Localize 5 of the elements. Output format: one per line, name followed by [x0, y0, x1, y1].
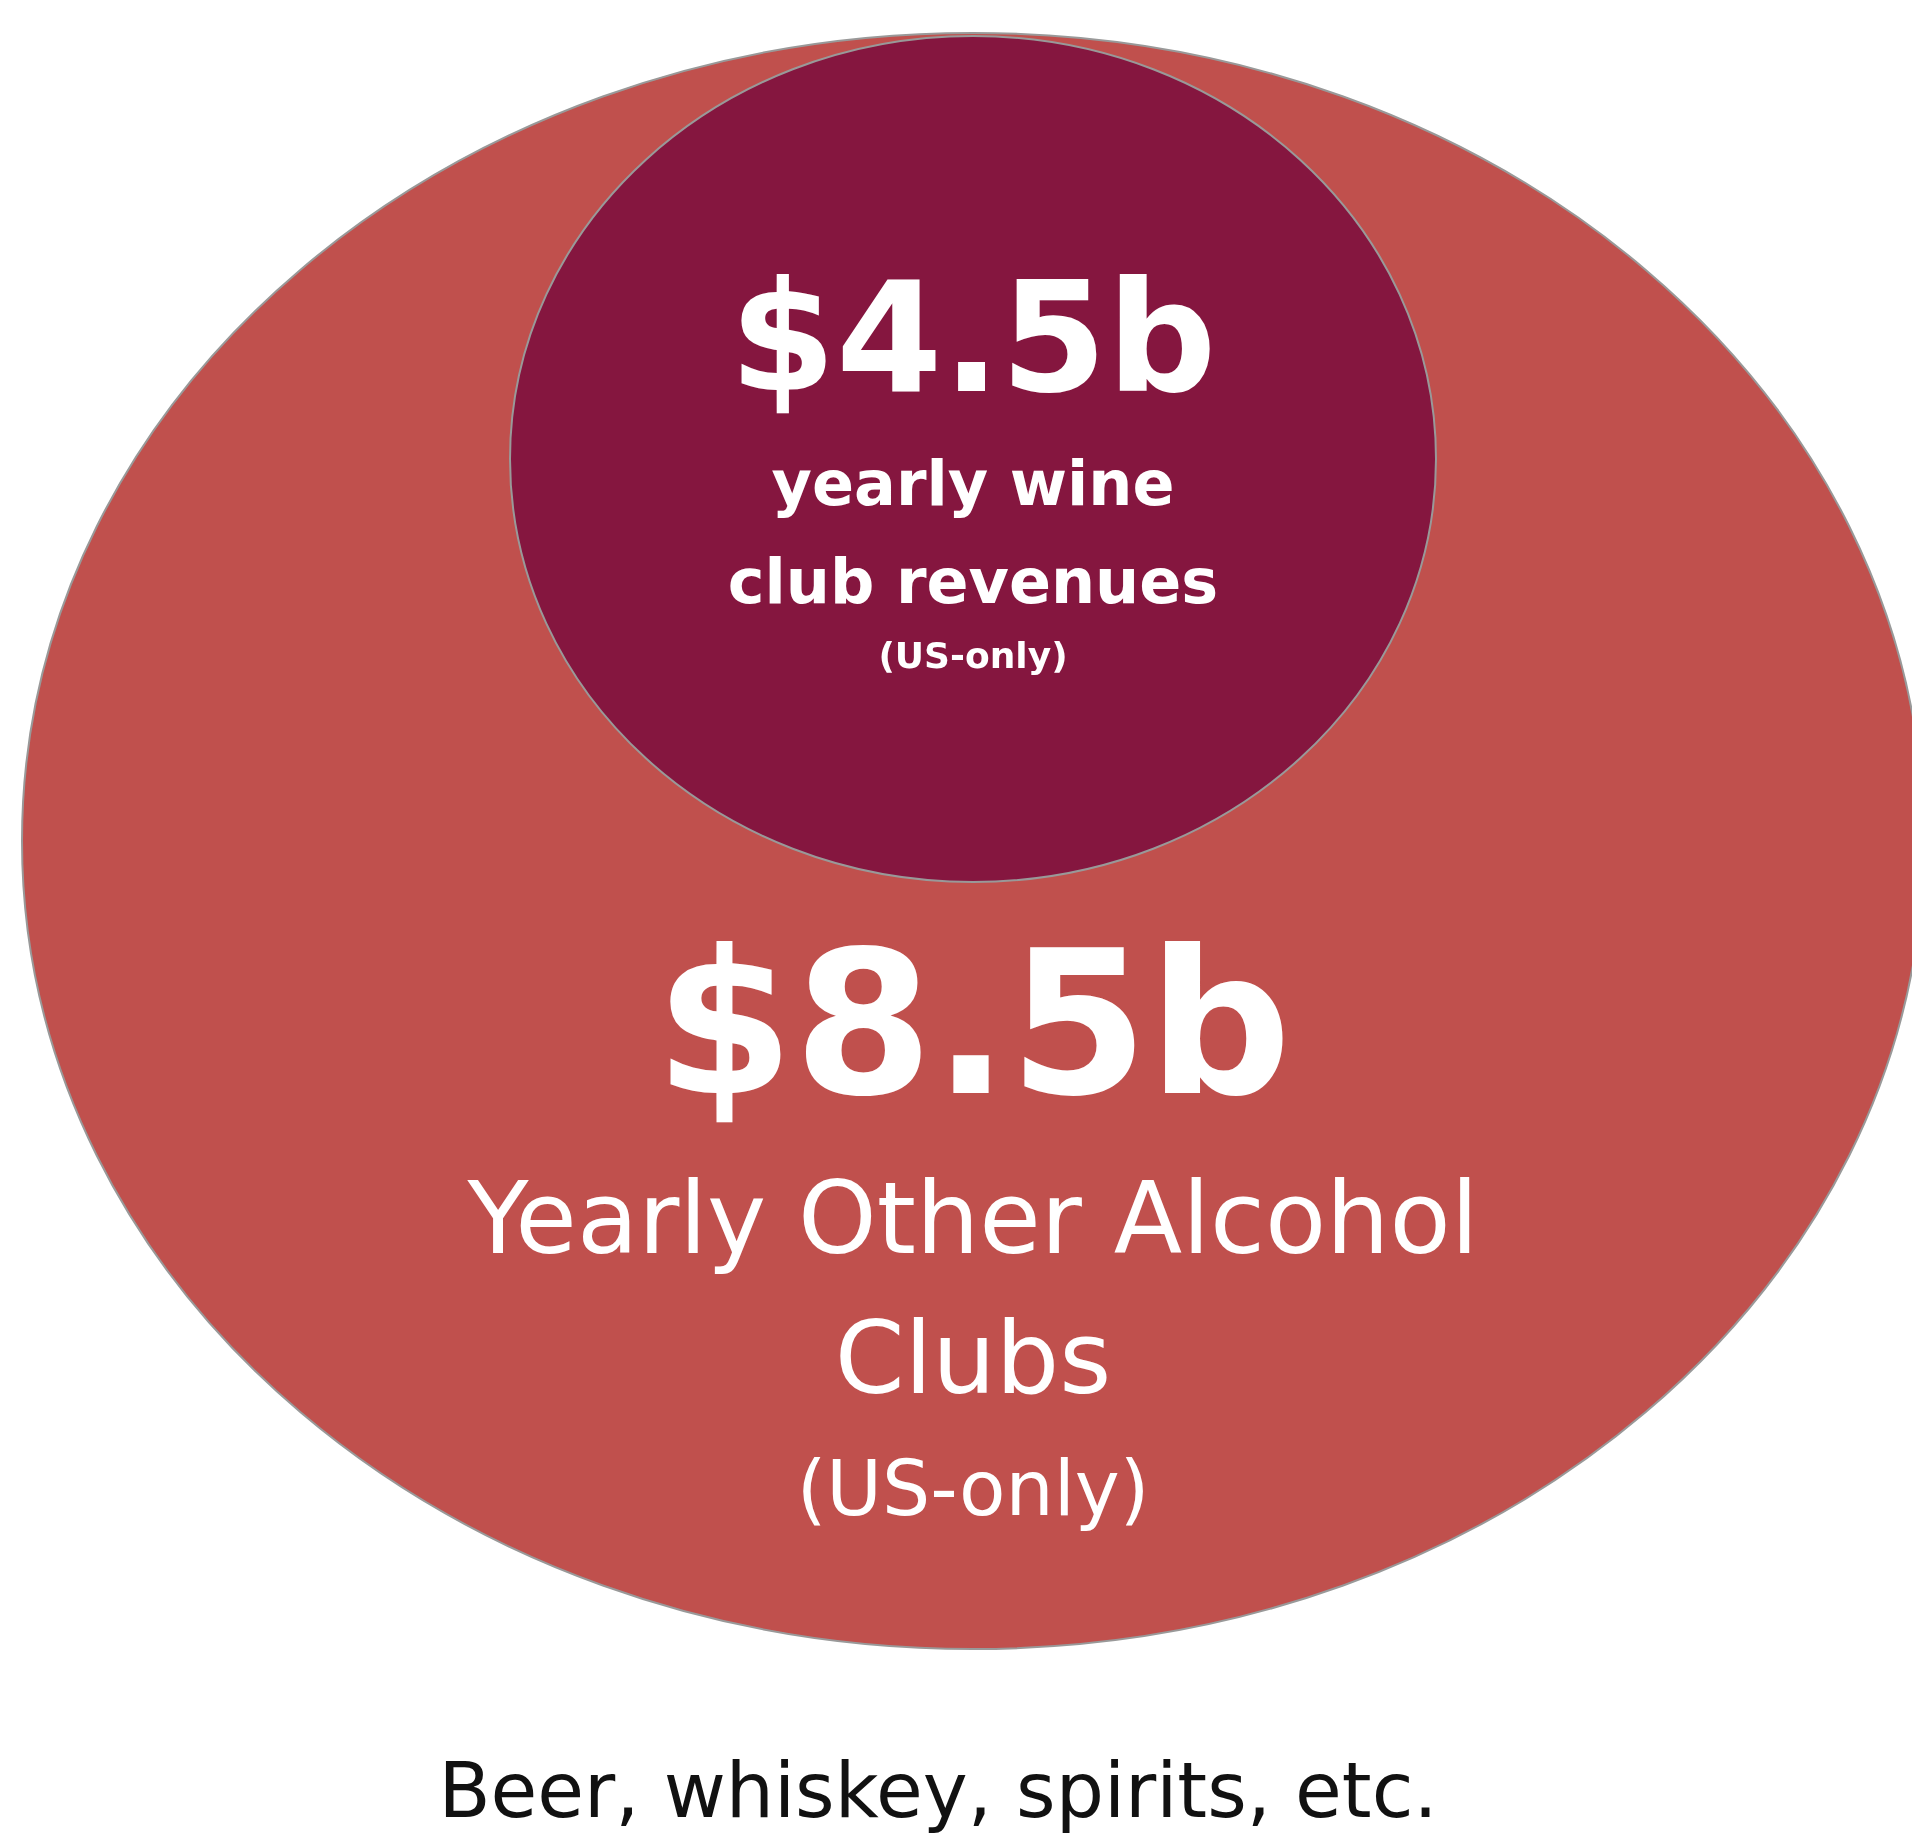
text: Beer, whiskey, spirits, etc.: [438, 1745, 1438, 1835]
data-label: $8.5b: [654, 906, 1292, 1140]
data-label: $4.5b: [729, 249, 1217, 427]
category-label: Yearly Other Alcohol Clubs (US-only): [466, 1159, 1479, 1533]
category-label: yearly wine club revenues (US-only): [727, 446, 1219, 676]
